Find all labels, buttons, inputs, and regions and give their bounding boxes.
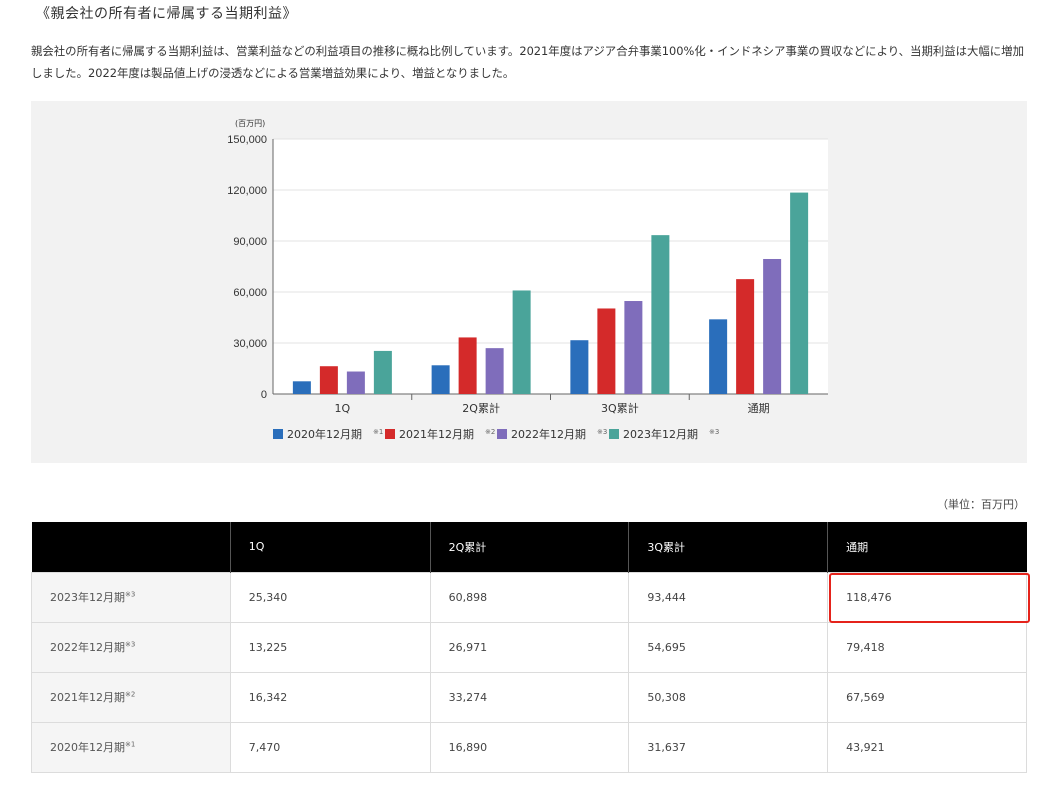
- table-cell: 31,637: [628, 721, 829, 773]
- x-tick-label: 1Q: [335, 402, 351, 415]
- row-label-text: 2020年12月期: [50, 741, 125, 754]
- row-label-note: ※2: [125, 690, 136, 699]
- legend-swatch: [609, 429, 619, 439]
- row-label: 2020年12月期※1: [31, 721, 231, 773]
- legend-swatch: [497, 429, 507, 439]
- bar: [346, 371, 365, 394]
- bar: [319, 366, 338, 394]
- row-label-note: ※3: [125, 590, 136, 599]
- bar: [485, 348, 504, 394]
- bar: [431, 365, 450, 394]
- table-cell: 93,444: [628, 571, 829, 623]
- bar: [292, 381, 311, 394]
- table-header-cell: [31, 522, 231, 572]
- legend-label: 2023年12月期: [623, 427, 698, 441]
- table-cell: 79,418: [827, 621, 1027, 673]
- row-label: 2023年12月期※3: [31, 571, 231, 623]
- section-heading: 《親会社の所有者に帰属する当期利益》: [36, 6, 297, 22]
- legend-swatch: [273, 429, 283, 439]
- legend-swatch: [385, 429, 395, 439]
- legend-note: ※2: [485, 428, 495, 436]
- table-cell: 13,225: [229, 621, 431, 673]
- legend-label: 2020年12月期: [287, 427, 362, 441]
- chart-panel: 0 30,000 60,000 90,000 120,000 150,000 (百万円) 1Q…: [31, 101, 1027, 463]
- table-cell: 16,890: [429, 721, 630, 773]
- bar: [709, 319, 728, 394]
- y-tick-label: 150,000: [227, 134, 267, 146]
- bar: [624, 301, 643, 394]
- table-row: 2022年12月期※3 13,225 26,971 54,695 79,418: [31, 621, 1027, 673]
- x-tick-label: 3Q累計: [601, 401, 639, 415]
- row-label: 2021年12月期※2: [31, 671, 231, 723]
- table-cell: 7,470: [229, 721, 431, 773]
- table-unit-note: （単位：百万円）: [937, 498, 1025, 511]
- legend-note: ※1: [373, 428, 383, 436]
- table-cell: 33,274: [429, 671, 630, 723]
- y-tick-label: 120,000: [227, 185, 267, 197]
- bar: [651, 235, 670, 394]
- legend-note: ※3: [709, 428, 719, 436]
- table-header-cell: 2Q累計: [430, 522, 630, 572]
- profit-table: 1Q 2Q累計 3Q累計 通期 2023年12月期※3 25,340 60,89…: [31, 522, 1027, 773]
- row-label-note: ※1: [125, 740, 136, 749]
- bar: [597, 308, 616, 394]
- table-cell: 26,971: [429, 621, 630, 673]
- y-tick-label: 60,000: [233, 287, 267, 299]
- table-header-row: 1Q 2Q累計 3Q累計 通期: [31, 522, 1027, 572]
- x-tick-label: 2Q累計: [462, 401, 500, 415]
- bar: [790, 192, 809, 394]
- table-header-cell: 3Q累計: [628, 522, 829, 572]
- section-description: 親会社の所有者に帰属する当期利益は、営業利益などの利益項目の推移に概ね比例してい…: [31, 44, 1024, 80]
- y-unit-label: (百万円): [235, 119, 265, 128]
- table-row: 2023年12月期※3 25,340 60,898 93,444 118,476: [31, 571, 1027, 623]
- table-cell: 67,569: [827, 671, 1027, 723]
- table-header-cell: 通期: [827, 522, 1027, 572]
- table-row: 2020年12月期※1 7,470 16,890 31,637 43,921: [31, 721, 1027, 773]
- row-label-text: 2022年12月期: [50, 641, 125, 654]
- y-tick-label: 30,000: [233, 338, 267, 350]
- table-cell: 16,342: [229, 671, 431, 723]
- y-tick-label: 90,000: [233, 236, 267, 248]
- legend-label: 2022年12月期: [511, 427, 586, 441]
- table-cell: 25,340: [229, 571, 431, 623]
- table-header-cell: 1Q: [230, 522, 431, 572]
- bar: [736, 279, 755, 394]
- x-tick-label: 通期: [748, 402, 770, 415]
- bar: [763, 258, 782, 394]
- row-label-text: 2021年12月期: [50, 691, 125, 704]
- table-cell: 50,308: [628, 671, 829, 723]
- row-label: 2022年12月期※3: [31, 621, 231, 673]
- bar-chart: 0 30,000 60,000 90,000 120,000 150,000 (百万円) 1Q…: [227, 119, 828, 441]
- table-cell: 54,695: [628, 621, 829, 673]
- bar: [458, 337, 477, 394]
- table-row: 2021年12月期※2 16,342 33,274 50,308 67,569: [31, 671, 1027, 723]
- bar: [570, 340, 589, 394]
- bar: [373, 350, 392, 394]
- legend-label: 2021年12月期: [399, 427, 474, 441]
- bar: [512, 290, 531, 394]
- table-cell: 60,898: [429, 571, 630, 623]
- row-label-text: 2023年12月期: [50, 591, 125, 604]
- legend-note: ※3: [597, 428, 607, 436]
- row-label-note: ※3: [125, 640, 136, 649]
- table-cell: 118,476: [827, 571, 1027, 623]
- y-tick-label: 0: [261, 389, 267, 401]
- plot-area: [273, 139, 828, 394]
- table-cell: 43,921: [827, 721, 1027, 773]
